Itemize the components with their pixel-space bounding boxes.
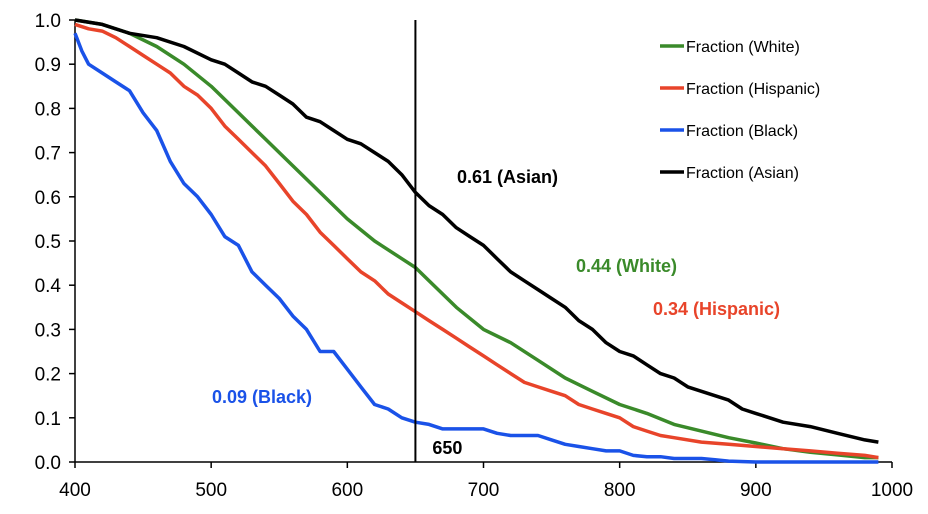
y-tick-label: 0.2 [35,365,61,386]
legend-label: Fraction (Hispanic) [686,81,820,98]
x-tick-label: 500 [195,480,227,501]
value-annotations: 0.61 (Asian) 0.44 (White) 0.34 (Hispanic) 0… [212,167,780,407]
y-tick-label: 0.0 [35,453,61,474]
x-tick-label: 700 [468,480,500,501]
y-tick-label: 0.9 [35,55,61,76]
y-tick-label: 0.1 [35,409,61,430]
x-tick-label: 400 [59,480,91,501]
y-tick-label: 0.5 [35,232,61,253]
series-line-fraction-white [74,18,879,460]
legend: Fraction (White) Fraction (Hispanic) Fract… [660,39,820,182]
y-tick-label: 0.7 [35,144,61,165]
legend-label: Fraction (Black) [686,123,798,140]
y-tick-label: 0.6 [35,188,61,209]
series-line-fraction-hispanic [74,22,879,460]
annotation-label: 0.09 (Black) [212,387,312,407]
x-tick-label: 600 [331,480,363,501]
x-tick-label: 1000 [871,480,913,501]
y-tick-label: 1.0 [35,11,61,32]
x-tick-label: 900 [740,480,772,501]
y-axis-ticks: 0.0 0.1 0.2 0.3 0.4 0.5 0.6 0.7 0.8 0.9 1.0 [35,11,75,474]
annotation-label: 0.34 (Hispanic) [653,299,780,319]
series-line-fraction-asian [74,18,879,444]
x-tick-label: 800 [604,480,636,501]
series-line-fraction-black [73,32,879,464]
y-tick-label: 0.4 [35,276,62,297]
series-layer [73,18,879,464]
x-axis-ticks: 400 500 600 700 800 900 1000 [59,462,913,501]
legend-label: Fraction (Asian) [686,165,799,182]
annotation-label: 0.44 (White) [576,256,677,276]
annotation-label: 0.61 (Asian) [457,167,558,187]
y-tick-label: 0.8 [35,99,61,120]
legend-label: Fraction (White) [686,39,800,56]
vertical-marker-label: 650 [432,438,462,458]
y-tick-label: 0.3 [35,320,61,341]
